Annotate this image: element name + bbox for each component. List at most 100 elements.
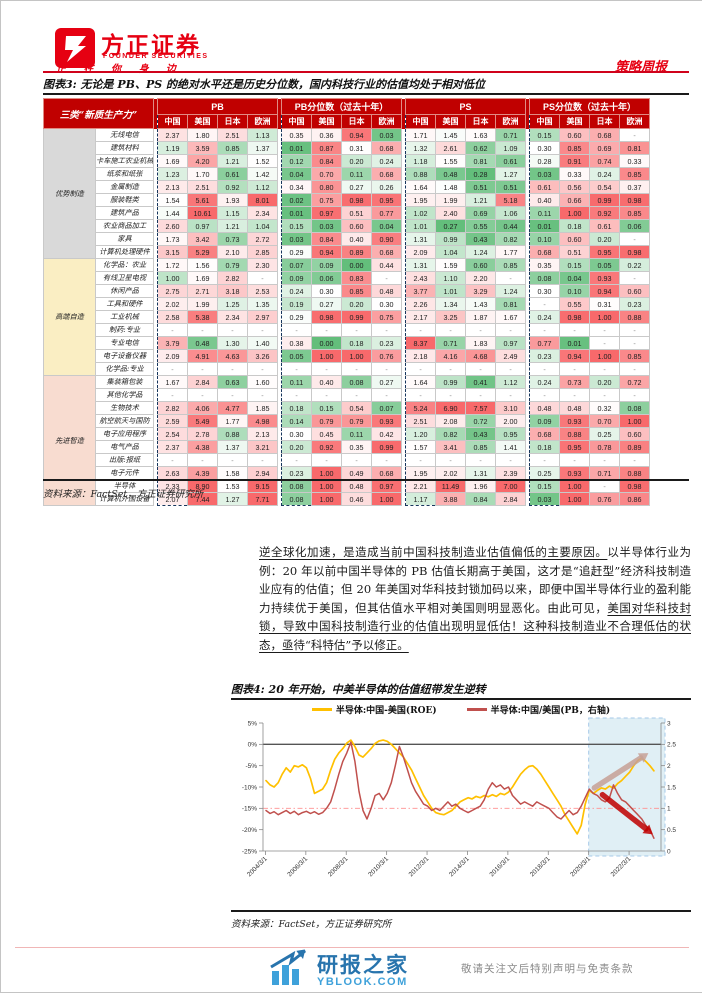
value-cell: 0.00 bbox=[311, 336, 343, 350]
value-cell: 0.01 bbox=[559, 336, 591, 350]
value-cell: - bbox=[589, 453, 621, 467]
value-cell: 0.68 bbox=[589, 128, 621, 142]
value-cell: 0.88 bbox=[217, 427, 248, 441]
value-cell: 8.37 bbox=[405, 336, 437, 350]
svg-text:0: 0 bbox=[667, 848, 671, 855]
value-cell: 0.23 bbox=[371, 336, 403, 350]
table-row: 高端自造 化学品：农业 1.72 1.56 0.79 2.30 0.07 0.09 0.00 0.… bbox=[43, 258, 651, 376]
value-cell: 0.99 bbox=[341, 310, 373, 324]
value-cell: 1.45 bbox=[435, 128, 467, 142]
value-cell: 0.68 bbox=[529, 427, 561, 441]
value-cell: - bbox=[495, 388, 527, 402]
value-cell: 2.08 bbox=[435, 414, 467, 428]
value-cell: 3.77 bbox=[405, 284, 437, 298]
value-cell: 0.08 bbox=[281, 479, 313, 493]
value-cell: 0.40 bbox=[341, 232, 373, 246]
table-row: 工具和硬件 2.02 1.99 1.25 1.35 0.19 0.27 0.20 0.30 2.2… bbox=[44, 297, 651, 311]
value-cell: 5.38 bbox=[187, 310, 218, 324]
value-cell: 0.03 bbox=[529, 492, 561, 506]
value-cell: - bbox=[619, 128, 651, 142]
value-cell: 0.98 bbox=[619, 193, 651, 207]
value-cell: 0.06 bbox=[619, 219, 651, 233]
value-cell: 0.48 bbox=[559, 401, 591, 415]
value-cell: 0.20 bbox=[589, 375, 621, 389]
figure4-source: 资料来源：FactSet，方正证券研究所 bbox=[231, 919, 392, 930]
industry-cell: 工具和硬件 bbox=[95, 297, 154, 311]
value-cell: - bbox=[589, 388, 621, 402]
value-cell: - bbox=[405, 362, 437, 376]
svg-text:2022/3/1: 2022/3/1 bbox=[610, 855, 633, 878]
value-cell: 0.14 bbox=[281, 414, 313, 428]
table-row: 金属制造 2.13 2.51 0.92 1.12 0.34 0.80 0.27 0.26 1.64… bbox=[44, 180, 651, 194]
value-cell: 2.84 bbox=[187, 375, 218, 389]
value-cell: 1.00 bbox=[619, 414, 651, 428]
chart-legend: 半导体:中国-美国(ROE) 半导体:中国/美国(PB，右轴) bbox=[231, 703, 691, 716]
value-cell: - bbox=[495, 271, 527, 285]
value-cell: 0.24 bbox=[589, 167, 621, 181]
value-cell: 0.85 bbox=[619, 167, 651, 181]
value-cell: 0.60 bbox=[559, 128, 591, 142]
value-cell: 1.00 bbox=[311, 492, 343, 506]
value-cell: 0.69 bbox=[589, 141, 621, 155]
value-cell: 0.85 bbox=[341, 284, 373, 298]
value-cell: 0.55 bbox=[465, 219, 497, 233]
value-cell: 1.73 bbox=[157, 232, 188, 246]
value-cell: 0.68 bbox=[529, 245, 561, 259]
value-cell: 0.60 bbox=[341, 219, 373, 233]
value-cell: 0.84 bbox=[311, 232, 343, 246]
value-cell: 1.87 bbox=[465, 310, 497, 324]
value-cell: 0.19 bbox=[281, 297, 313, 311]
table-row: 航空航天与国防 2.59 5.49 1.77 4.98 0.14 0.79 0.79 0.93 2… bbox=[44, 414, 651, 428]
value-cell: - bbox=[589, 336, 621, 350]
value-cell: - bbox=[405, 323, 437, 337]
value-cell: 0.81 bbox=[495, 297, 527, 311]
value-cell: 1.56 bbox=[187, 258, 218, 272]
value-cell: 1.72 bbox=[157, 258, 188, 272]
value-cell: 0.31 bbox=[589, 297, 621, 311]
svg-text:2006/3/1: 2006/3/1 bbox=[286, 855, 309, 878]
value-cell: 0.93 bbox=[559, 466, 591, 480]
table-row: 出版:报纸 - - - - - - - - - - - - - - - - bbox=[44, 453, 651, 467]
value-cell: - bbox=[559, 362, 591, 376]
category-cell: 优势制造 bbox=[43, 128, 96, 259]
value-cell: 1.69 bbox=[157, 154, 188, 168]
value-cell: 1.48 bbox=[435, 180, 467, 194]
value-cell: 0.01 bbox=[529, 219, 561, 233]
figure4-title-rule bbox=[231, 698, 691, 700]
value-cell: 0.91 bbox=[559, 154, 591, 168]
value-cell: 0.88 bbox=[619, 466, 651, 480]
industry-cell: 化学品:专业 bbox=[95, 362, 154, 376]
value-cell: 0.85 bbox=[619, 349, 651, 363]
table-row: 电气产品 2.37 4.38 1.37 3.21 0.20 0.92 0.35 0.99 1.57… bbox=[44, 440, 651, 454]
value-cell: 0.89 bbox=[341, 245, 373, 259]
value-cell: 0.33 bbox=[619, 154, 651, 168]
value-cell: - bbox=[465, 323, 497, 337]
value-cell: 1.12 bbox=[495, 375, 527, 389]
value-cell: 1.24 bbox=[465, 245, 497, 259]
value-cell: 0.56 bbox=[559, 180, 591, 194]
value-cell: 2.85 bbox=[246, 245, 279, 259]
value-cell: 1.21 bbox=[217, 219, 248, 233]
value-cell: 0.04 bbox=[281, 167, 313, 181]
value-cell: 0.11 bbox=[281, 375, 313, 389]
value-cell: - bbox=[341, 323, 373, 337]
value-cell: - bbox=[619, 336, 651, 350]
value-cell: 5.49 bbox=[187, 414, 218, 428]
value-cell: 3.41 bbox=[435, 440, 467, 454]
value-cell: 0.93 bbox=[589, 271, 621, 285]
value-cell: 0.23 bbox=[529, 349, 561, 363]
value-cell: 0.10 bbox=[529, 232, 561, 246]
value-cell: 0.73 bbox=[559, 375, 591, 389]
value-cell: 0.32 bbox=[589, 401, 621, 415]
value-cell: 0.54 bbox=[341, 401, 373, 415]
value-cell: 0.34 bbox=[281, 180, 313, 194]
industry-cell: 无线电信 bbox=[95, 128, 154, 142]
table-row: 纸浆和纸张 1.23 1.70 0.61 1.42 0.04 0.70 0.11 0.68 0.8… bbox=[44, 167, 651, 181]
value-cell: - bbox=[529, 453, 561, 467]
value-cell: 0.99 bbox=[435, 232, 467, 246]
value-cell: 2.75 bbox=[157, 284, 188, 298]
value-cell: 0.06 bbox=[311, 271, 343, 285]
region-header: 美国 bbox=[435, 114, 467, 129]
value-cell: - bbox=[341, 362, 373, 376]
svg-text:2.5: 2.5 bbox=[667, 742, 676, 749]
